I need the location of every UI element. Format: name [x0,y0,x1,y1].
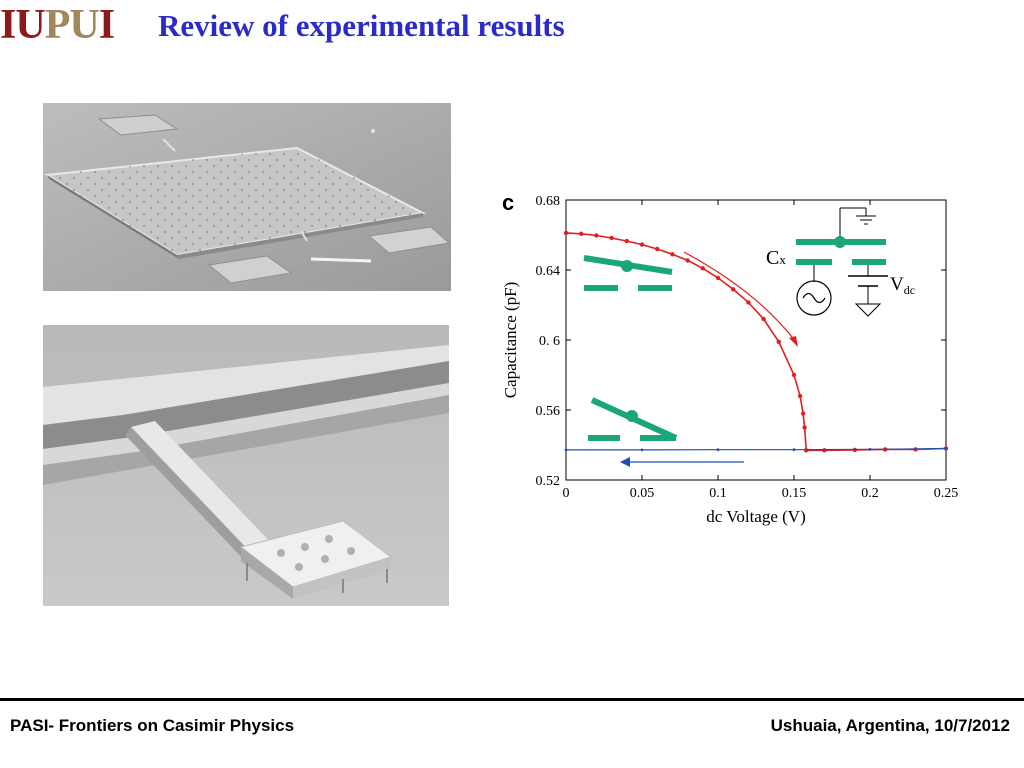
sem-plate-image [43,103,451,291]
series-point-0 [639,242,645,247]
sweep-down-arrowhead [620,457,630,467]
series-line-1 [566,447,947,451]
series-layer [563,230,949,453]
x-tick-label: 0.15 [782,486,807,501]
series-point-0 [761,316,766,322]
panel-label: c [502,190,514,215]
sem-cantilever-image [43,325,449,606]
series-point-0 [776,339,781,344]
y-tick-label: 0.52 [536,474,561,489]
series-point-0 [609,235,614,241]
iupui-logo: IUPUI [0,2,115,48]
x-axis-label: dc Voltage (V) [706,507,805,526]
series-point-0 [563,230,569,236]
x-tick-label: 0.1 [709,486,727,501]
slide-title: Review of experimental results [158,8,565,43]
series-point-0 [804,448,809,453]
cx-label: Cx [766,247,786,269]
series-point-0 [802,425,807,430]
series-point-1 [944,447,948,450]
capacitance-chart: c 0.520.560. 60.640.68 0 0.05 0.1 0.15 0.2 0.… [501,190,959,526]
plot-frame [565,199,947,481]
y-ticks: 0.52 0.56 0. 6 0.64 0.68 [536,194,946,489]
x-tick-label: 0.05 [630,486,655,501]
logo-pu: PU [44,2,100,48]
y-axis-label: Capacitance (pF) [501,282,520,399]
x-tick-label: 0.25 [934,486,959,501]
series-point-0 [670,252,675,257]
x-tick-label: 0 [563,486,570,501]
vdc-label: Vdc [890,274,915,297]
series-point-0 [700,266,705,271]
series-point-0 [624,238,629,244]
x-tick-label: 0.2 [861,486,879,501]
circuit-schematic [796,207,888,317]
collapsed-plate-icon [588,397,678,441]
sem-plate-drawing [43,103,451,291]
logo-i: I [98,2,115,48]
logo-iu: IU [0,2,46,48]
series-point-0 [800,411,806,416]
series-point-0 [715,275,721,281]
series-point-1 [564,448,568,452]
footer-location-date: Ushuaia, Argentina, 10/7/2012 [770,716,1010,735]
y-tick-label: 0.56 [536,404,561,419]
x-ticks: 0 0.05 0.1 0.15 0.2 0.25 [563,200,959,501]
series-point-0 [731,287,736,292]
series-point-0 [655,246,660,252]
series-point-1 [716,448,720,452]
y-tick-label: 0.68 [536,194,561,209]
footer-event: PASI- Frontiers on Casimir Physics [10,716,295,735]
deflected-plate-icon [583,255,673,291]
series-point-0 [685,258,690,263]
sem-cantilever-drawing [43,325,449,606]
series-point-0 [791,372,797,378]
series-point-0 [797,393,803,399]
series-point-1 [792,448,796,452]
sweep-up-arrow [683,251,797,343]
series-point-1 [640,448,644,452]
footer-divider [0,698,1024,701]
series-point-1 [868,448,872,451]
sweep-up-arrowhead [789,336,798,347]
y-tick-label: 0.64 [536,264,561,279]
y-tick-label: 0. 6 [539,334,560,349]
series-point-0 [579,231,584,236]
series-point-0 [746,300,751,305]
series-point-0 [822,448,827,453]
series-point-0 [594,233,599,238]
